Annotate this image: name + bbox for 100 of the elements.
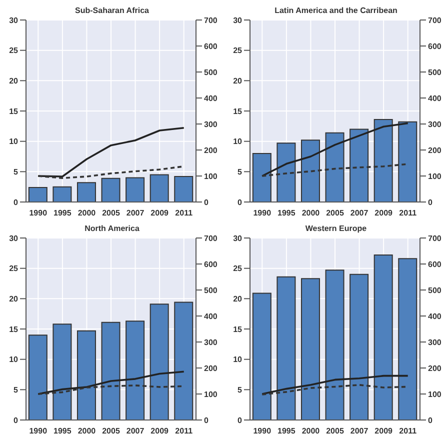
y-tick-label: 30 [233, 16, 243, 25]
x-tick-label: 2000 [302, 208, 320, 218]
y-tick-label: 0 [238, 198, 243, 207]
x-tick-label: 1990 [253, 208, 272, 218]
y2-tick-label: 400 [204, 94, 218, 103]
y2-tick-label: 0 [204, 416, 209, 425]
x-tick-label: 1990 [253, 426, 272, 436]
bar [150, 174, 169, 202]
y2-tick-label: 100 [428, 390, 442, 399]
x-tick-label: 1995 [278, 208, 296, 218]
y2-tick-label: 400 [204, 312, 218, 321]
y-tick-label: 15 [233, 324, 243, 334]
x-tick-label: 2005 [102, 208, 120, 218]
x-tick-label: 1990 [29, 208, 48, 218]
y2-tick-label: 300 [428, 120, 442, 129]
y2-tick-label: 400 [428, 312, 442, 321]
y-tick-label: 0 [14, 198, 19, 207]
chart-title: Latin America and the Carribean [274, 6, 398, 15]
y2-tick-label: 200 [428, 146, 442, 155]
x-tick-label: 1995 [278, 426, 296, 436]
y2-tick-label: 100 [204, 172, 218, 181]
y-tick-label: 20 [9, 76, 19, 86]
line-series [37, 370, 185, 395]
x-tick-label: 2000 [78, 208, 96, 218]
y2-tick-label: 300 [428, 338, 442, 347]
line-series [261, 374, 409, 395]
x-tick-label: 1995 [54, 208, 72, 218]
y2-tick-label: 500 [428, 286, 442, 295]
y2-tick-label: 100 [204, 390, 218, 399]
y2-tick-label: 400 [428, 94, 442, 103]
y2-tick-label: 0 [204, 198, 209, 207]
chart-title: Western Europe [304, 224, 368, 233]
x-tick-label: 2009 [374, 426, 394, 436]
y2-tick-label: 600 [428, 42, 442, 51]
y-tick-label: 15 [233, 106, 243, 116]
y-tick-label: 10 [9, 137, 19, 146]
x-tick-label: 2000 [78, 426, 96, 436]
y-tick-label: 5 [14, 168, 19, 177]
y-tick-label: 30 [233, 234, 243, 243]
y-tick-label: 30 [9, 16, 19, 25]
bar [76, 182, 96, 202]
line-series [37, 127, 185, 178]
y2-tick-label: 500 [204, 68, 218, 77]
y2-tick-label: 100 [428, 172, 442, 181]
y-tick-label: 0 [238, 416, 243, 425]
y2-tick-label: 600 [428, 260, 442, 269]
x-tick-label: 1995 [54, 426, 72, 436]
x-tick-label: 2011 [175, 426, 194, 436]
x-tick-label: 2011 [399, 208, 418, 218]
y-tick-label: 5 [238, 168, 243, 177]
y-tick-label: 0 [14, 416, 19, 425]
y-tick-label: 5 [14, 386, 19, 395]
y2-tick-label: 600 [204, 260, 218, 269]
y-tick-label: 10 [233, 137, 243, 146]
x-tick-label: 2007 [350, 208, 369, 218]
x-tick-label: 2011 [399, 426, 418, 436]
y2-tick-label: 700 [428, 16, 442, 25]
y2-tick-label: 500 [428, 68, 442, 77]
y-tick-label: 25 [233, 46, 243, 56]
bar [28, 186, 48, 202]
y-tick-label: 15 [9, 324, 19, 334]
y-tick-label: 15 [9, 106, 19, 116]
y-tick-label: 10 [9, 355, 19, 364]
x-tick-label: 2007 [126, 208, 145, 218]
y-tick-label: 25 [233, 264, 243, 274]
x-tick-label: 2009 [374, 208, 394, 218]
y2-tick-label: 200 [428, 364, 442, 373]
y-tick-label: 20 [233, 76, 243, 86]
y2-tick-label: 300 [204, 338, 218, 347]
y-tick-label: 10 [233, 355, 243, 364]
x-tick-label: 2005 [102, 426, 120, 436]
x-tick-label: 2005 [326, 426, 344, 436]
y-tick-label: 20 [9, 294, 19, 304]
bar [174, 176, 194, 202]
y-tick-label: 25 [9, 46, 19, 56]
y2-tick-label: 0 [428, 198, 433, 207]
y2-tick-label: 700 [428, 234, 442, 243]
y-tick-label: 20 [233, 294, 243, 304]
x-tick-label: 2007 [350, 426, 369, 436]
x-tick-label: 2011 [175, 208, 194, 218]
y2-tick-label: 600 [204, 42, 218, 51]
y-tick-label: 30 [9, 234, 19, 243]
chart-title: Sub-Saharan Africa [74, 6, 150, 15]
y-tick-label: 25 [9, 264, 19, 274]
y2-tick-label: 700 [204, 16, 218, 25]
x-tick-label: 2005 [326, 208, 344, 218]
x-tick-label: 2009 [150, 208, 170, 218]
y2-tick-label: 0 [428, 416, 433, 425]
y2-tick-label: 200 [204, 146, 218, 155]
bar [101, 178, 120, 202]
y-tick-label: 5 [238, 386, 243, 395]
y2-tick-label: 300 [204, 120, 218, 129]
bar [126, 177, 145, 202]
x-tick-label: 1990 [29, 426, 48, 436]
y2-tick-label: 500 [204, 286, 218, 295]
x-tick-label: 2000 [302, 426, 320, 436]
x-tick-label: 2009 [150, 426, 170, 436]
y2-tick-label: 200 [204, 364, 218, 373]
chart-title: North America [84, 224, 140, 233]
line-series [261, 122, 409, 177]
